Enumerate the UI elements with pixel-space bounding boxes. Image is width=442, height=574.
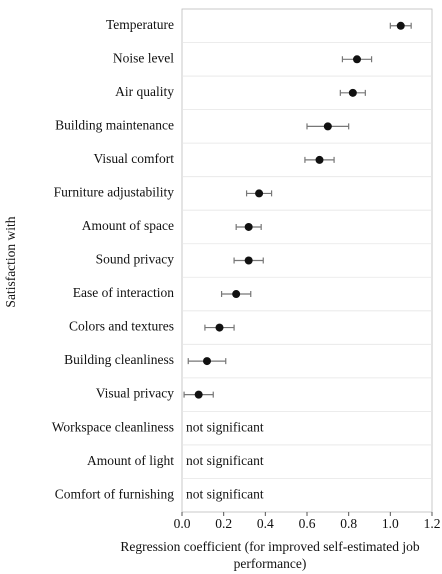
y-tick-label: Visual privacy xyxy=(96,386,175,401)
dot xyxy=(348,88,357,97)
y-tick-label: Furniture adjustability xyxy=(54,185,175,200)
dot xyxy=(194,390,203,399)
x-axis-label: Regression coefficient (for improved sel… xyxy=(120,539,420,571)
value-label: not significant xyxy=(186,419,264,434)
y-tick-label: Visual comfort xyxy=(93,151,174,166)
y-tick-label: Building maintenance xyxy=(55,117,174,132)
dot xyxy=(244,256,253,265)
value-label: not significant xyxy=(186,486,264,501)
y-tick-label: Building cleanliness xyxy=(64,352,174,367)
x-tick-label: 0.4 xyxy=(257,516,274,531)
dot xyxy=(215,323,224,332)
plot-area xyxy=(181,8,433,513)
dot xyxy=(255,189,264,198)
y-tick-label: Temperature xyxy=(106,17,174,32)
y-tick-label: Noise level xyxy=(113,50,174,65)
x-tick-label: 0.8 xyxy=(340,516,357,531)
dot xyxy=(353,55,361,64)
dot xyxy=(244,222,253,231)
y-tick-label: Ease of interaction xyxy=(73,285,174,300)
y-tick-label: Air quality xyxy=(115,84,174,99)
y-tick-label: Amount of space xyxy=(82,218,174,233)
y-axis-label: Satisfaction with xyxy=(3,216,18,307)
y-tick-label: Sound privacy xyxy=(96,252,175,267)
x-tick-label: 1.0 xyxy=(382,516,399,531)
dot xyxy=(396,21,405,30)
x-tick-label: 0.6 xyxy=(299,516,316,531)
dot xyxy=(203,357,211,366)
x-tick-label: 0.0 xyxy=(174,516,191,531)
y-tick-label: Colors and textures xyxy=(69,319,174,334)
y-tick-label: Workspace cleanliness xyxy=(52,419,174,434)
value-label: not significant xyxy=(186,453,264,468)
y-tick-label: Amount of light xyxy=(87,453,174,468)
x-tick-label: 1.2 xyxy=(424,516,441,531)
dot xyxy=(323,122,332,131)
x-tick-label: 0.2 xyxy=(215,516,232,531)
dot xyxy=(232,290,241,299)
y-tick-label: Comfort of furnishing xyxy=(55,486,174,501)
dot xyxy=(315,155,324,164)
